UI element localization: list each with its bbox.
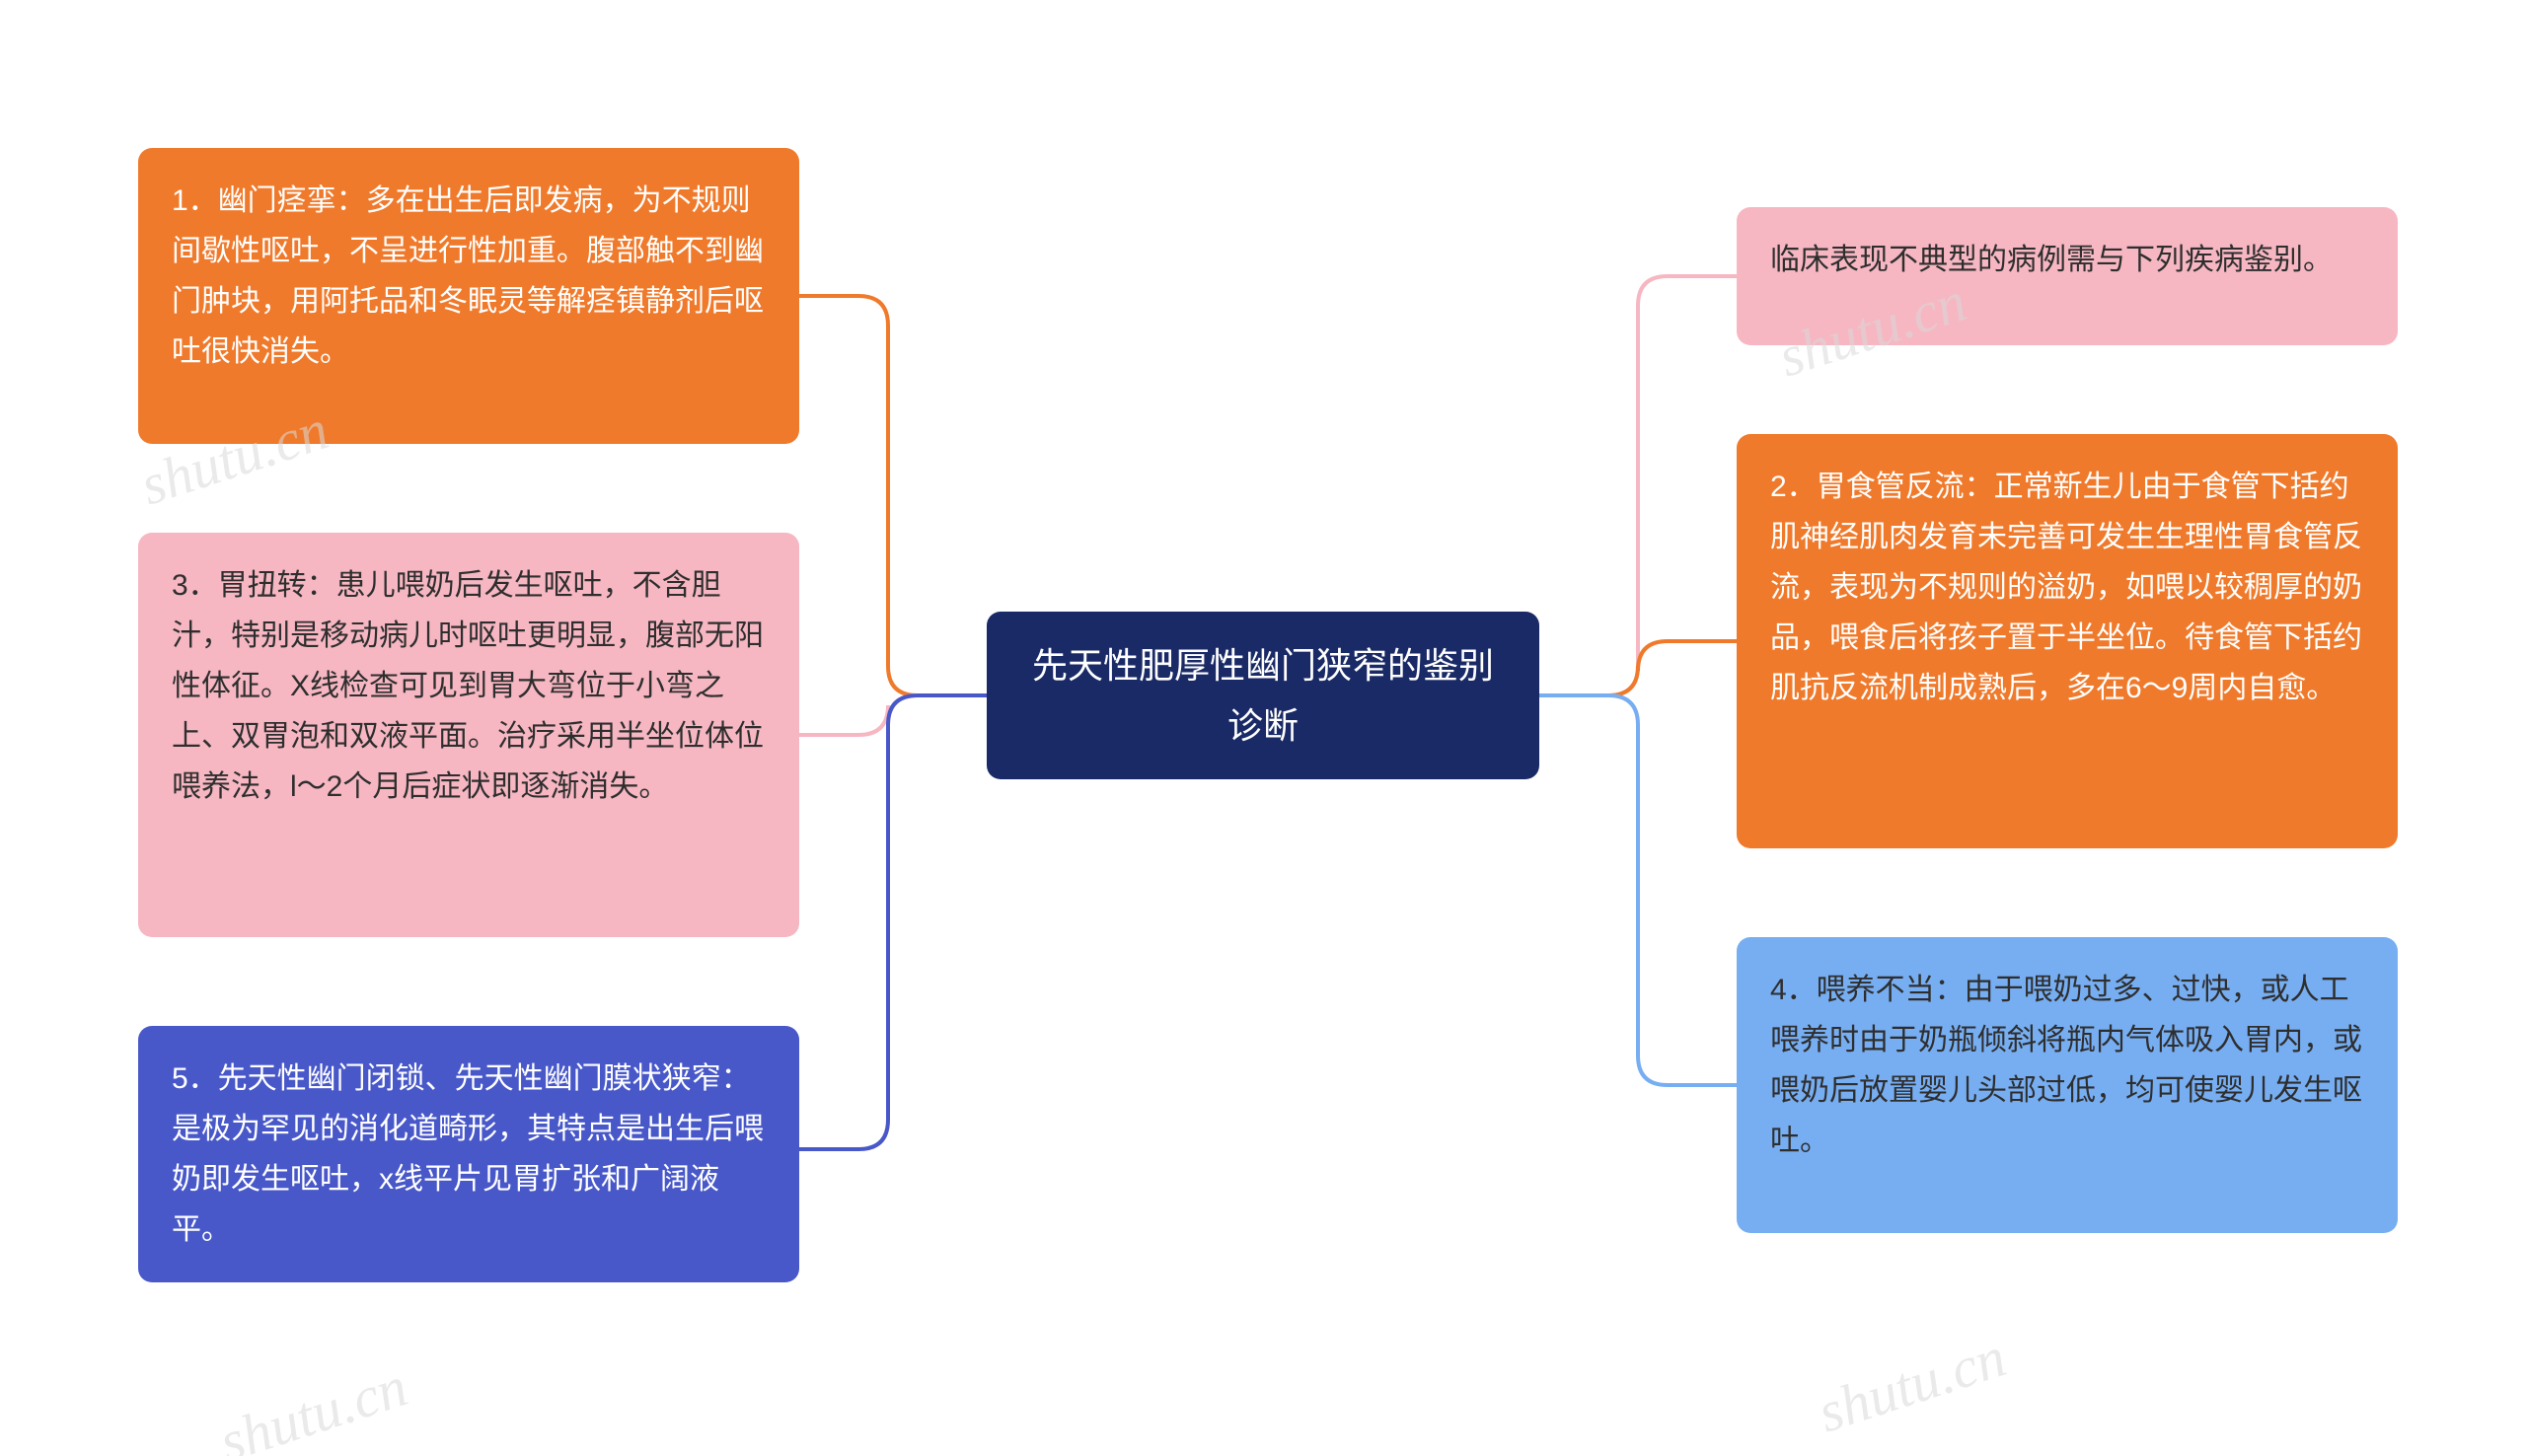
right-node-2: 2．胃食管反流：正常新生儿由于食管下括约肌神经肌肉发育未完善可发生生理性胃食管反… <box>1737 434 2398 848</box>
right-node-2-text: 2．胃食管反流：正常新生儿由于食管下括约肌神经肌肉发育未完善可发生生理性胃食管反… <box>1770 471 2362 704</box>
right-node-4-text: 4．喂养不当：由于喂奶过多、过快，或人工喂养时由于奶瓶倾斜将瓶内气体吸入胃内，或… <box>1770 974 2362 1157</box>
right-node-0: 临床表现不典型的病例需与下列疾病鉴别。 <box>1737 207 2398 345</box>
mindmap-canvas: 先天性肥厚性幽门狭窄的鉴别诊断 1．幽门痉挛：多在出生后即发病，为不规则间歇性呕… <box>0 0 2526 1456</box>
left-node-5: 5．先天性幽门闭锁、先天性幽门膜状狭窄：是极为罕见的消化道畸形，其特点是出生后喂… <box>138 1026 799 1282</box>
left-node-3: 3．胃扭转：患儿喂奶后发生呕吐，不含胆汁，特别是移动病儿时呕吐更明显，腹部无阳性… <box>138 533 799 937</box>
right-node-0-text: 临床表现不典型的病例需与下列疾病鉴别。 <box>1770 244 2333 276</box>
watermark: shutu.cn <box>211 1353 414 1456</box>
center-node: 先天性肥厚性幽门狭窄的鉴别诊断 <box>987 612 1539 779</box>
left-node-5-text: 5．先天性幽门闭锁、先天性幽门膜状狭窄：是极为罕见的消化道畸形，其特点是出生后喂… <box>172 1062 764 1246</box>
right-node-4: 4．喂养不当：由于喂奶过多、过快，或人工喂养时由于奶瓶倾斜将瓶内气体吸入胃内，或… <box>1737 937 2398 1233</box>
center-label: 先天性肥厚性幽门狭窄的鉴别诊断 <box>1020 635 1506 756</box>
left-node-1: 1．幽门痉挛：多在出生后即发病，为不规则间歇性呕吐，不呈进行性加重。腹部触不到幽… <box>138 148 799 444</box>
watermark: shutu.cn <box>1810 1324 2013 1446</box>
left-node-1-text: 1．幽门痉挛：多在出生后即发病，为不规则间歇性呕吐，不呈进行性加重。腹部触不到幽… <box>172 184 764 368</box>
left-node-3-text: 3．胃扭转：患儿喂奶后发生呕吐，不含胆汁，特别是移动病儿时呕吐更明显，腹部无阳性… <box>172 569 764 803</box>
